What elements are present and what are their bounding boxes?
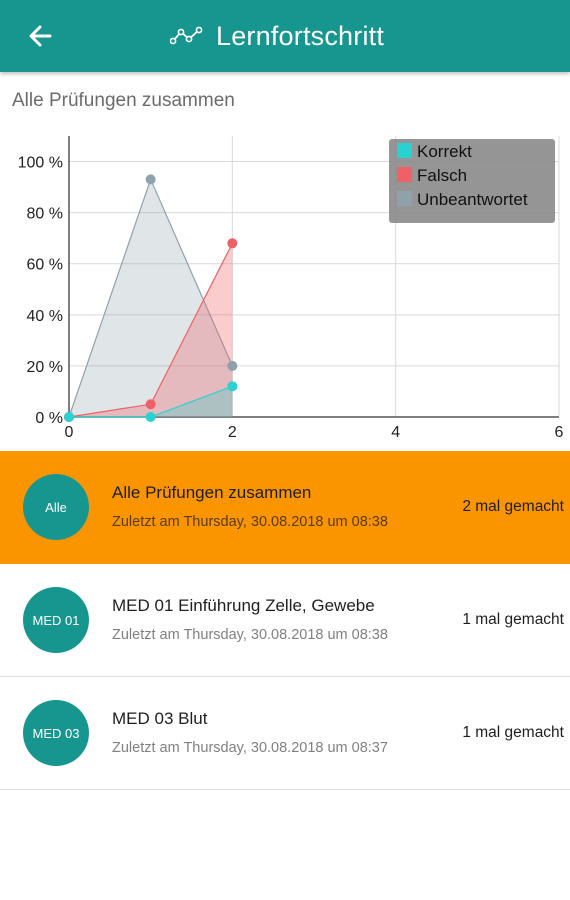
- legend-label-falsch: Falsch: [417, 166, 467, 185]
- legend-swatch-falsch: [397, 167, 412, 182]
- avatar: MED 03: [23, 700, 89, 766]
- data-point-falsch: [145, 399, 156, 410]
- progress-chart-svg: 0 % 20 % 40 % 60 % 80 % 100 % 0 2 4 6 Korrekt Falsc…: [18, 136, 564, 441]
- page-title: Lernfortschritt: [216, 20, 385, 51]
- x-tick-label: 0: [65, 424, 74, 441]
- list-item-subtitle: Zuletzt am Thursday, 30.08.2018 um 08:37: [112, 740, 388, 756]
- avatar: MED 01: [23, 587, 89, 653]
- section-title: Alle Prüfungen zusammen: [12, 90, 235, 111]
- legend-background: [389, 139, 555, 223]
- series-area-korrekt: [69, 386, 233, 417]
- list-item-subtitle: Zuletzt am Thursday, 30.08.2018 um 08:38: [112, 514, 388, 530]
- legend-swatch-korrekt: [397, 143, 412, 158]
- legend-swatch-unbeantwortet: [397, 191, 412, 206]
- data-point-unbeantwortet: [227, 360, 238, 371]
- app-bar-title-group: Lernfortschritt: [170, 0, 384, 72]
- list-item[interactable]: MED 03 MED 03 Blut Zuletzt am Thursday, …: [0, 677, 570, 790]
- y-tick-label: 100 %: [18, 155, 63, 172]
- y-tick-label: 0 %: [35, 410, 63, 427]
- list-item[interactable]: Alle Alle Prüfungen zusammen Zuletzt am …: [0, 451, 570, 564]
- series-area-falsch: [69, 243, 233, 417]
- list-item-count: 2 mal gemacht: [462, 498, 564, 515]
- list-item-title: MED 01 Einführung Zelle, Gewebe: [112, 596, 375, 615]
- data-point-korrekt: [145, 412, 156, 422]
- list-item[interactable]: MED 01 MED 01 Einführung Zelle, Gewebe Z…: [0, 564, 570, 677]
- app-bar: Lernfortschritt: [0, 0, 570, 72]
- chart-legend: Korrekt Falsch Unbeantwortet: [389, 139, 555, 223]
- list-item-subtitle: Zuletzt am Thursday, 30.08.2018 um 08:38: [112, 627, 388, 643]
- list-item-title: MED 03 Blut: [112, 709, 208, 728]
- list-item-count: 1 mal gemacht: [462, 724, 564, 741]
- list-item-title: Alle Prüfungen zusammen: [112, 483, 312, 502]
- data-point-korrekt: [64, 412, 74, 422]
- back-button[interactable]: [24, 20, 56, 52]
- exam-list: Alle Alle Prüfungen zusammen Zuletzt am …: [0, 451, 570, 790]
- y-tick-label: 80 %: [27, 206, 63, 223]
- data-point-falsch: [227, 238, 238, 249]
- list-item-count: 1 mal gemacht: [462, 611, 564, 628]
- legend-label-unbeantwortet: Unbeantwortet: [417, 190, 528, 209]
- line-chart-icon: [170, 26, 203, 45]
- progress-chart: 0 % 20 % 40 % 60 % 80 % 100 % 0 2 4 6 Korrekt Falsc…: [0, 128, 570, 450]
- data-point-unbeantwortet: [145, 174, 156, 185]
- legend-label-korrekt: Korrekt: [417, 142, 472, 161]
- y-tick-label: 60 %: [27, 257, 63, 274]
- data-point-korrekt: [227, 381, 238, 392]
- x-tick-label: 2: [228, 424, 237, 441]
- y-tick-label: 40 %: [27, 308, 63, 325]
- series-area-unbeantwortet: [69, 179, 233, 417]
- x-tick-label: 4: [391, 424, 400, 441]
- arrow-left-icon: [29, 25, 52, 47]
- x-tick-label: 6: [555, 424, 564, 441]
- y-tick-label: 20 %: [27, 359, 63, 376]
- avatar: Alle: [23, 474, 89, 540]
